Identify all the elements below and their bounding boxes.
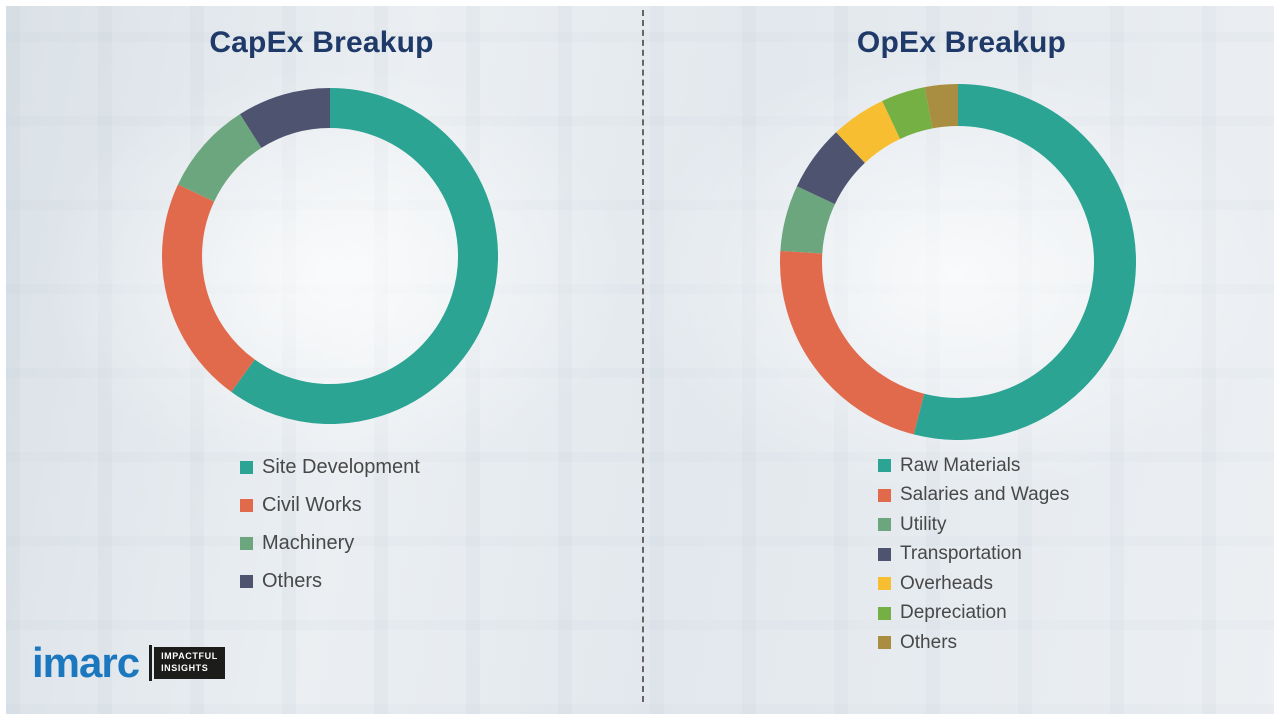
legend-item: Others: [878, 628, 1069, 658]
divider-dashed-line: [642, 10, 644, 702]
legend-swatch: [878, 488, 891, 502]
logo-tagline-line2: INSIGHTS: [161, 663, 209, 673]
donut-segment-machinery: [177, 114, 262, 202]
legend-label: Overheads: [900, 572, 993, 594]
legend-label: Civil Works: [262, 493, 362, 516]
legend-label: Salaries and Wages: [900, 484, 1070, 506]
donut-segment-depreciation: [882, 87, 934, 140]
legend-swatch: [878, 577, 891, 591]
legend-item: Transportation: [878, 540, 1069, 570]
legend-label: Depreciation: [900, 602, 1007, 624]
legend-label: Others: [900, 631, 958, 653]
legend-swatch: [240, 536, 253, 550]
legend-item: Civil Works: [240, 486, 420, 524]
legend-swatch: [240, 498, 253, 512]
legend-swatch: [878, 606, 891, 620]
donut-segment-site-development: [231, 88, 498, 424]
legend-item: Overheads: [878, 569, 1069, 599]
capex-donut-chart: [162, 88, 498, 424]
donut-segment-overheads: [836, 100, 901, 164]
donut-segment-civil-works: [162, 184, 256, 392]
opex-donut-chart: [780, 84, 1136, 440]
legend-label: Machinery: [262, 531, 355, 554]
legend-swatch: [240, 460, 253, 474]
donut-segment-others: [239, 88, 331, 149]
legend-label: Utility: [900, 513, 947, 535]
imarc-logo: imarc IMPACTFUL INSIGHTS: [32, 642, 225, 684]
legend-item: Others: [240, 562, 420, 600]
imarc-logo-wordmark: imarc: [32, 639, 140, 686]
donut-segment-salaries-and-wages: [780, 250, 925, 435]
legend-item: Depreciation: [878, 599, 1069, 629]
legend-label: Raw Materials: [900, 454, 1021, 476]
logo-tagline-line1: IMPACTFUL: [161, 651, 218, 662]
opex-chart-title: OpEx Breakup: [856, 26, 1067, 59]
legend-swatch: [878, 459, 891, 473]
donut-segment-raw-materials: [913, 84, 1136, 440]
legend-swatch: [878, 547, 891, 561]
legend-item: Utility: [878, 510, 1069, 540]
legend-swatch: [878, 636, 891, 650]
legend-label: Others: [262, 569, 323, 592]
legend-label: Site Development: [262, 455, 420, 478]
logo-divider-bar: [149, 645, 153, 681]
capex-legend: Site Development Civil Works Machinery O…: [240, 448, 420, 600]
logo-tagline: IMPACTFUL INSIGHTS: [154, 647, 225, 679]
legend-item: Site Development: [240, 448, 420, 486]
donut-segment-others: [924, 84, 959, 129]
legend-item: Machinery: [240, 524, 420, 562]
donut-segment-utility: [780, 186, 836, 255]
legend-item: Raw Materials: [878, 451, 1069, 481]
opex-legend: Raw Materials Salaries and Wages Utility…: [878, 451, 1069, 658]
legend-swatch: [240, 574, 253, 588]
capex-chart-title: CapEx Breakup: [209, 26, 434, 59]
legend-label: Transportation: [900, 543, 1022, 565]
legend-item: Salaries and Wages: [878, 481, 1069, 511]
legend-swatch: [878, 518, 891, 532]
donut-segment-transportation: [796, 132, 866, 205]
